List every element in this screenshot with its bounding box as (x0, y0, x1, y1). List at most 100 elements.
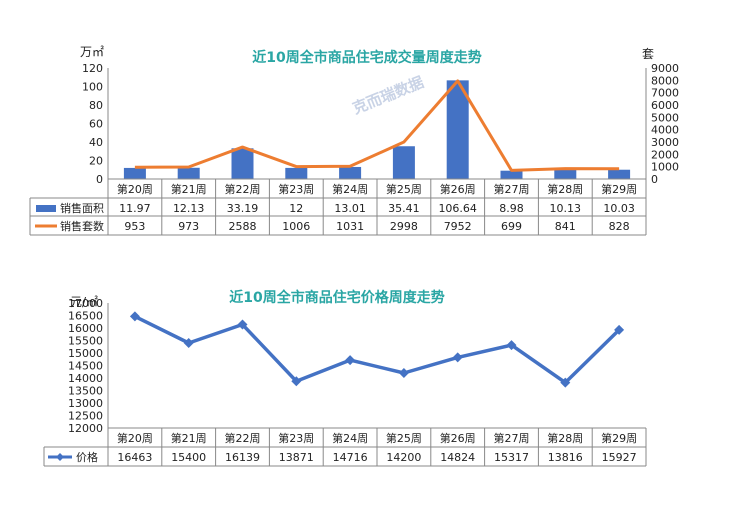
chart1-left-tick: 100 (82, 81, 103, 94)
watermark-text: 克而瑞数据 (350, 73, 426, 118)
chart1-x-tick: 第23周 (278, 182, 314, 196)
chart2-x-tick: 第23周 (278, 431, 314, 445)
chart1-line-value: 2588 (229, 220, 257, 233)
chart1-x-tick: 第21周 (171, 182, 207, 196)
chart2-x-tick: 第26周 (440, 431, 476, 445)
chart1-bar (392, 146, 415, 179)
chart1-bar (285, 167, 308, 179)
chart1-line-value: 1006 (282, 220, 310, 233)
chart1-bar (608, 169, 631, 179)
chart1-bar (554, 169, 577, 179)
chart1-x-tick: 第28周 (547, 182, 583, 196)
chart2-left-tick: 15000 (68, 347, 103, 360)
chart2-left-unit: 元/㎡ (70, 295, 98, 309)
chart1-line-value: 828 (609, 220, 630, 233)
chart1-bar-value: 12.13 (173, 202, 205, 215)
chart1-legend-bar (36, 205, 56, 212)
chart2-point-value: 14200 (386, 451, 421, 464)
chart1-bar (231, 148, 254, 179)
chart2-x-tick: 第21周 (171, 431, 207, 445)
chart2-left-tick: 14000 (68, 372, 103, 385)
chart1-bar-value: 13.01 (334, 202, 366, 215)
chart1-left-unit: 万㎡ (80, 45, 104, 59)
chart2-point-marker (129, 311, 140, 322)
chart1-legend-label: 销售套数 (60, 219, 104, 233)
chart1-right-unit: 套 (642, 47, 654, 61)
chart2-point-value: 13871 (279, 451, 314, 464)
chart2-point-marker (398, 368, 409, 378)
chart1-line-value: 699 (501, 220, 522, 233)
chart2-point-marker (560, 377, 571, 388)
chart1-bar-value: 106.64 (438, 202, 477, 215)
chart2-point-value: 16463 (117, 451, 152, 464)
chart1-x-tick: 第26周 (440, 182, 476, 196)
chart2-point-marker (614, 324, 625, 335)
chart1-x-tick: 第24周 (332, 182, 368, 196)
chart2-legend-marker (56, 453, 64, 461)
chart2-left-tick: 16000 (68, 322, 103, 335)
chart1-line-value: 7952 (444, 220, 472, 233)
chart2-left-tick: 12000 (68, 422, 103, 435)
chart2-left-tick: 15500 (68, 335, 103, 348)
chart1-line-value: 841 (555, 220, 576, 233)
chart1-bar (500, 170, 523, 179)
chart2-x-tick: 第22周 (225, 431, 261, 445)
chart2-x-tick: 第27周 (494, 431, 530, 445)
chart1-bar-value: 10.03 (603, 202, 635, 215)
chart1-bar-value: 35.41 (388, 202, 420, 215)
chart1-bar (339, 166, 362, 179)
chart1-right-tick: 8000 (651, 74, 679, 87)
chart2-x-tick: 第24周 (332, 431, 368, 445)
chart2-point-value: 15400 (171, 451, 206, 464)
chart1-x-tick: 第22周 (225, 182, 261, 196)
chart1-left-tick: 0 (96, 173, 103, 186)
chart1-right-tick: 4000 (651, 124, 679, 137)
chart1-right-tick: 6000 (651, 99, 679, 112)
chart2-left-tick: 14500 (68, 360, 103, 373)
chart2-point-marker (183, 338, 194, 348)
chart1-bar-value: 12 (289, 202, 303, 215)
chart2-left-tick: 13000 (68, 397, 103, 410)
chart1-line-value: 1031 (336, 220, 364, 233)
chart2-left-tick: 12500 (68, 410, 103, 423)
chart1-bar (177, 167, 200, 179)
chart2-point-marker (237, 319, 248, 330)
chart2-point-marker (452, 352, 463, 363)
chart1-right-tick: 3000 (651, 136, 679, 149)
chart1-right-tick: 9000 (651, 62, 679, 75)
chart1-legend-label: 销售面积 (60, 201, 104, 215)
chart2-left-tick: 17000 (68, 297, 103, 310)
chart2-left-tick: 16500 (68, 310, 103, 323)
chart1-right-tick: 7000 (651, 87, 679, 100)
chart2-point-marker (291, 376, 302, 387)
chart1-left-tick: 40 (89, 136, 103, 149)
chart2-point-value: 16139 (225, 451, 260, 464)
chart1-bar-value: 11.97 (119, 202, 151, 215)
chart1-bar-value: 10.13 (550, 202, 582, 215)
chart1-series-line (134, 79, 620, 172)
chart2-x-tick: 第29周 (601, 431, 637, 445)
chart1-bar-value: 33.19 (227, 202, 259, 215)
chart1-x-tick: 第29周 (601, 182, 637, 196)
chart1-left-tick: 60 (89, 118, 103, 131)
chart1-left-tick: 80 (89, 99, 103, 112)
chart2-point-value: 14824 (440, 451, 475, 464)
chart2-series-line (134, 314, 621, 385)
chart1-line-value: 2998 (390, 220, 418, 233)
chart2-point-value: 15927 (602, 451, 637, 464)
chart2-point-marker (506, 340, 517, 351)
chart1-bar-value: 8.98 (499, 202, 524, 215)
chart2-left-tick: 13500 (68, 385, 103, 398)
chart2-title: 近10周全市商品住宅价格周度走势 (229, 289, 444, 306)
chart2-point-value: 14716 (333, 451, 368, 464)
chart1-x-tick: 第20周 (117, 182, 153, 196)
chart1-right-tick: 2000 (651, 148, 679, 161)
chart1-left-tick: 120 (82, 62, 103, 75)
chart1-right-tick: 5000 (651, 111, 679, 124)
chart1-right-tick: 0 (651, 173, 658, 186)
chart2-point-marker (345, 355, 356, 366)
chart1-title: 近10周全市商品住宅成交量周度走势 (252, 49, 481, 66)
chart2-legend-label: 价格 (76, 450, 98, 464)
chart1-x-tick: 第27周 (494, 182, 530, 196)
